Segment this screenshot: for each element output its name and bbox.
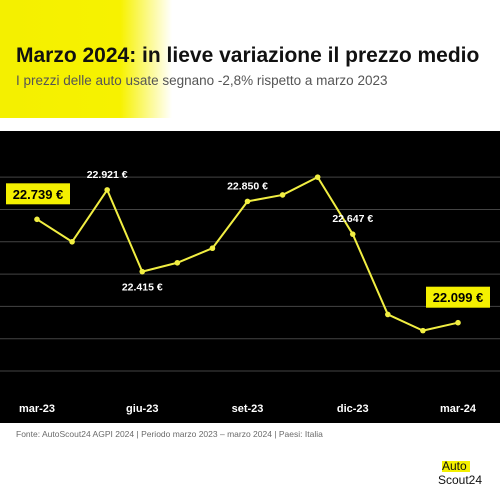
x-axis-ticks: mar-23 giu-23 set-23 dic-23 mar-24	[19, 403, 477, 415]
source-footnote: Fonte: AutoScout24 AGPI 2024 | Periodo m…	[16, 429, 323, 439]
data-label-0: 22.739 €	[6, 183, 70, 205]
x-tick-dic-23: dic-23	[337, 403, 369, 415]
line-chart: 22.739 € 22.921 € 22.415 € 22.850 € 22.647 €…	[0, 169, 500, 415]
autoscout24-logo: Auto Scout24	[438, 455, 488, 489]
data-labels: 22.739 € 22.921 € 22.415 € 22.850 € 22.647 €…	[6, 169, 490, 308]
data-label-text-12: 22.099 €	[433, 290, 484, 305]
data-point-ago-23	[209, 245, 216, 252]
x-tick-set-23: set-23	[232, 403, 264, 415]
data-label-box-0	[6, 183, 70, 205]
data-point-nov-23	[314, 174, 321, 180]
data-label-12: 22.099 €	[426, 286, 490, 308]
logo-text-auto: Auto	[442, 459, 467, 473]
grid-lines	[0, 176, 500, 372]
page-subtitle: I prezzi delle auto usate segnano -2,8% …	[16, 73, 388, 88]
data-point-apr-23	[69, 238, 75, 245]
chart-panel: 22.739 € 22.921 € 22.415 € 22.850 € 22.647 €…	[0, 131, 500, 423]
data-point-mag-23	[104, 187, 110, 193]
data-point-lug-23	[174, 259, 181, 266]
data-label-6: 22.850 €	[227, 180, 268, 192]
data-label-9: 22.647 €	[332, 213, 373, 225]
data-point-feb-24	[420, 327, 426, 334]
x-tick-mar-23: mar-23	[19, 403, 55, 415]
data-point-giu-23	[139, 268, 146, 275]
data-point-ott-23	[279, 192, 286, 198]
price-series	[34, 174, 461, 334]
data-point-dic-23	[349, 231, 356, 237]
data-point-mar-23	[34, 216, 40, 223]
logo-accent-bar	[442, 461, 470, 472]
data-point-gen-24	[385, 311, 391, 318]
data-point-set-23	[244, 198, 251, 205]
data-point-mar-24	[455, 319, 461, 326]
data-label-3: 22.415 €	[122, 282, 163, 294]
x-tick-mar-24: mar-24	[440, 403, 477, 415]
data-label-2: 22.921 €	[87, 169, 128, 181]
logo-text-scout24: Scout24	[438, 473, 483, 487]
data-label-box-12	[426, 286, 490, 308]
data-label-text-0: 22.739 €	[13, 187, 64, 202]
title-highlight-band	[0, 0, 172, 118]
x-tick-giu-23: giu-23	[126, 403, 158, 415]
page-title: Marzo 2024: in lieve variazione il prezz…	[16, 44, 480, 67]
